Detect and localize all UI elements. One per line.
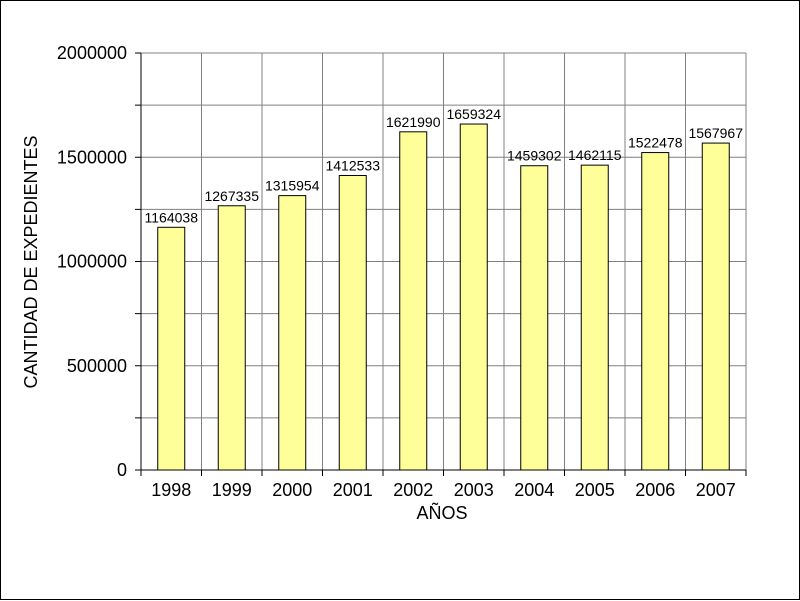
x-tick-label: 1998 bbox=[151, 480, 191, 500]
y-tick-label: 0 bbox=[117, 460, 127, 480]
x-tick-label: 2005 bbox=[575, 480, 615, 500]
bar-2002 bbox=[399, 131, 428, 471]
bar-2000 bbox=[278, 195, 307, 471]
data-label-2006: 1522478 bbox=[628, 135, 683, 151]
data-label-2007: 1567967 bbox=[688, 125, 743, 141]
data-label-2005: 1462115 bbox=[568, 147, 622, 163]
x-tick-label: 2000 bbox=[272, 480, 312, 500]
data-labels: 1164038 1267335 1315954 1412533 1621990 16593… bbox=[145, 106, 744, 225]
x-tick-label: 2006 bbox=[635, 480, 675, 500]
bar-2007 bbox=[701, 142, 730, 471]
x-tick-label: 2001 bbox=[333, 480, 373, 500]
x-tick-label: 2007 bbox=[696, 480, 736, 500]
bar-2003 bbox=[459, 123, 488, 471]
bar-2004 bbox=[520, 165, 549, 471]
y-tick-label: 500000 bbox=[67, 356, 127, 376]
y-tick-label: 2000000 bbox=[57, 43, 127, 63]
x-tick-label: 2004 bbox=[514, 480, 554, 500]
axes: 0 500000 1000000 1500000 2000000 1998 1999 2000… bbox=[57, 43, 747, 500]
bar-1999 bbox=[217, 205, 246, 471]
x-tick-label: 2002 bbox=[393, 480, 433, 500]
data-label-2000: 1315954 bbox=[265, 178, 320, 194]
y-tick-label: 1500000 bbox=[57, 147, 127, 167]
data-label-1998: 1164038 bbox=[145, 209, 199, 225]
data-label-2003: 1659324 bbox=[446, 106, 501, 122]
bars bbox=[157, 123, 730, 471]
data-label-2004: 1459302 bbox=[507, 148, 562, 164]
grid-lines bbox=[141, 52, 747, 470]
x-tick-label: 2003 bbox=[454, 480, 494, 500]
x-axis-title: AÑOS bbox=[416, 502, 467, 523]
data-label-1999: 1267335 bbox=[204, 188, 259, 204]
y-axis-title: CANTIDAD DE EXPEDIENTES bbox=[21, 135, 41, 388]
bar-2005 bbox=[580, 164, 609, 471]
y-tick-label: 1000000 bbox=[57, 252, 127, 272]
bar-1998 bbox=[157, 226, 186, 471]
data-label-2002: 1621990 bbox=[386, 114, 441, 130]
bar-2006 bbox=[641, 152, 670, 471]
bar-2001 bbox=[338, 174, 367, 471]
x-tick-label: 1999 bbox=[212, 480, 252, 500]
data-label-2001: 1412533 bbox=[325, 157, 380, 173]
